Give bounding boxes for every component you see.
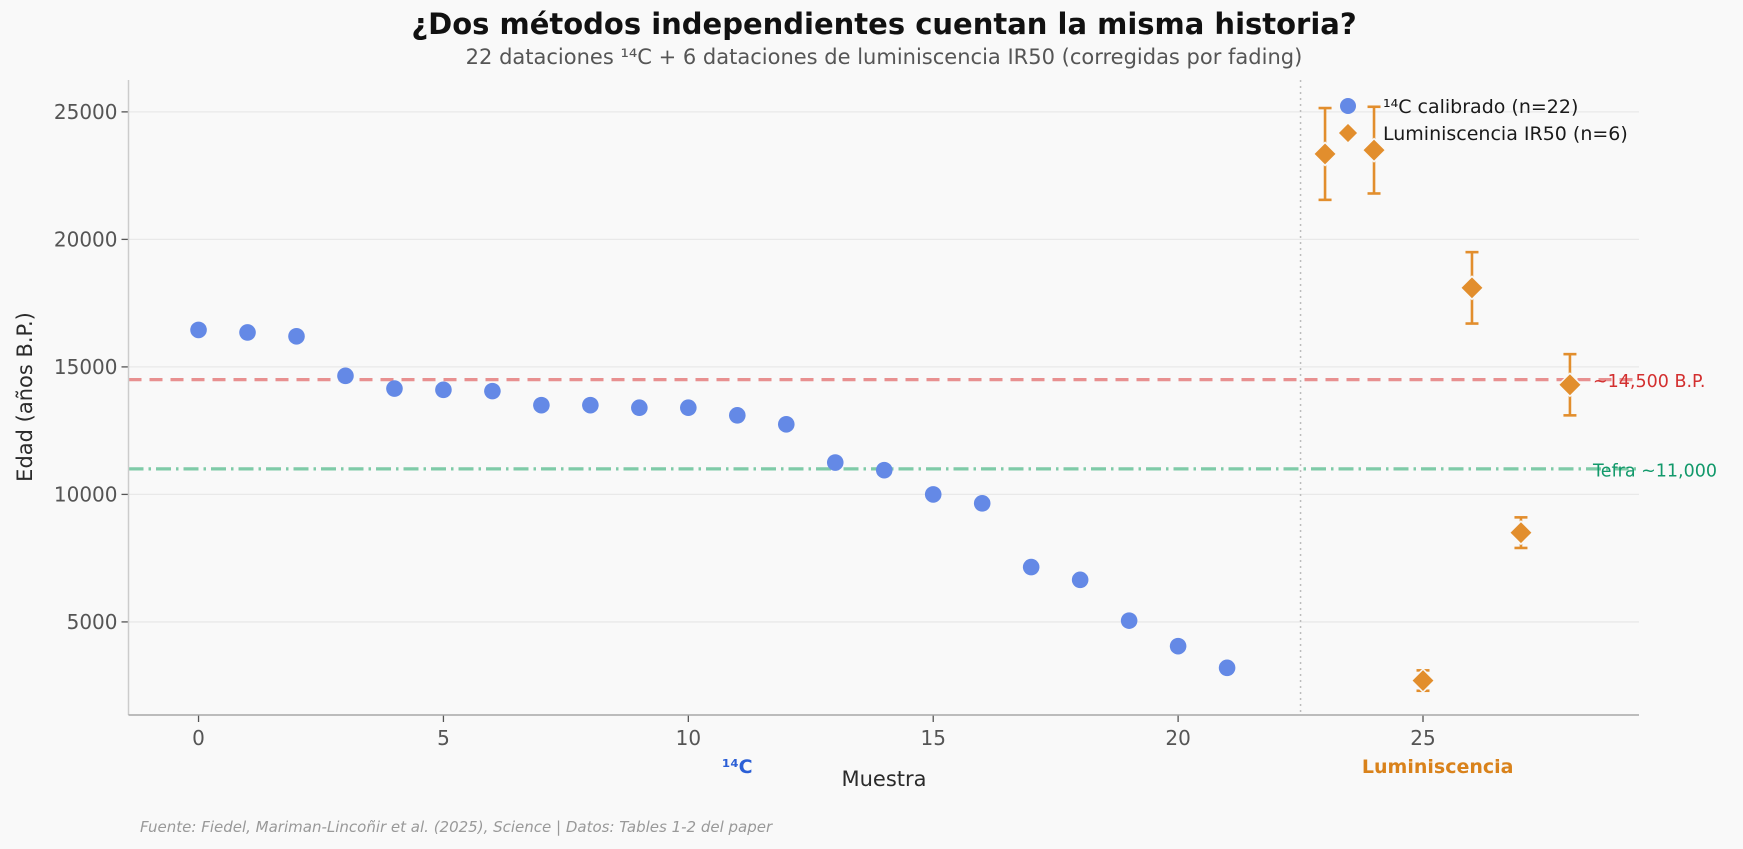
y-tick-label: 25000 [54,100,118,124]
data-point-c14 [680,399,697,417]
x-axis-label: Muestra [841,767,926,791]
data-point-c14 [729,407,746,424]
x-tick-label: 0 [192,726,205,750]
data-point-c14 [875,461,893,479]
data-point-c14 [973,495,991,512]
x-tick-label: 20 [1165,726,1190,750]
data-point-ir50 [1557,372,1583,398]
data-point-c14 [1022,558,1040,576]
x-tick-label: 5 [437,726,450,750]
data-point-c14 [337,367,354,385]
data-point-ir50 [1312,141,1338,167]
reference-line-label: Tefra ~11,000 [1592,461,1717,481]
group-label: Luminiscencia [1362,756,1514,778]
source-note: Fuente: Fiedel, Mariman-Lincoñir et al. … [140,818,773,836]
y-tick-label: 5000 [67,610,118,634]
data-point-c14 [924,486,942,503]
x-tick-label: 10 [676,726,701,750]
data-point-c14 [1120,612,1138,629]
data-point-c14 [288,327,305,345]
y-tick-label: 20000 [54,227,118,251]
y-axis-label: Edad (años B.P.) [13,312,37,482]
data-point-c14 [826,454,844,471]
y-tick-label: 10000 [54,482,118,506]
legend-label-c14: ¹⁴C calibrado (n=22) [1383,96,1578,118]
legend-marker-diamond [1337,122,1359,144]
data-point-c14 [582,396,599,414]
chart-title: ¿Dos métodos independientes cuentan la m… [411,7,1356,41]
data-point-c14 [777,415,795,433]
data-point-c14 [386,380,403,397]
reference-line-label: ~14,500 B.P. [1593,372,1705,392]
data-point-c14 [631,399,648,417]
data-point-c14 [533,396,550,414]
data-point-c14 [1071,571,1089,589]
plot-area [128,80,1639,715]
data-point-ir50 [1361,137,1387,163]
x-tick-label: 15 [920,726,945,750]
y-tick-label: 15000 [54,355,118,379]
chart-subtitle: 22 dataciones ¹⁴C + 6 dataciones de lumi… [466,45,1303,69]
data-point-c14 [239,324,256,341]
data-point-c14 [1169,637,1187,655]
data-point-c14 [1218,659,1236,677]
data-point-c14 [484,382,501,400]
data-point-ir50 [1410,668,1436,694]
data-point-ir50 [1459,275,1485,301]
x-tick-label: 25 [1410,726,1435,750]
data-point-ir50 [1508,520,1534,546]
legend-marker-circle [1340,98,1356,114]
group-label: ¹⁴C [722,756,753,778]
legend-label-ir50: Luminiscencia IR50 (n=6) [1383,123,1628,145]
data-point-c14 [435,381,452,399]
data-point-c14 [190,321,207,339]
